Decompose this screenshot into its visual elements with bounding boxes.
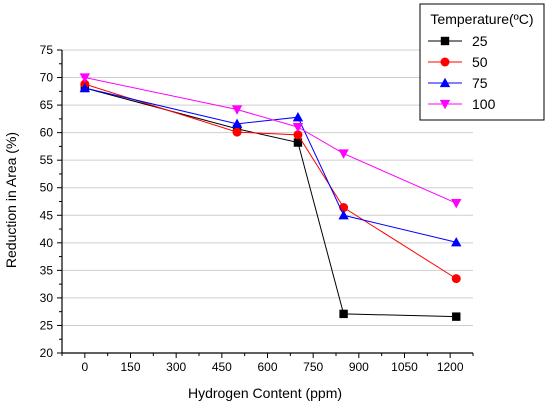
legend-marker [440, 36, 450, 46]
data-point [292, 122, 304, 133]
y-tick-label: 35 [40, 263, 54, 277]
data-point [451, 274, 461, 284]
x-tick-label: 1050 [391, 360, 418, 374]
series-line-50 [84, 83, 457, 280]
series-75 [79, 82, 462, 247]
y-tick-label: 60 [40, 126, 54, 140]
data-point [292, 112, 304, 122]
series-group [79, 73, 462, 321]
legend-item: 75 [428, 75, 488, 91]
y-tick-label: 75 [40, 43, 54, 57]
x-axis-label: Hydrogen Content (ppm) [188, 385, 342, 401]
data-point [293, 138, 303, 147]
legend: Temperature(ºC) 25 50 75 100 [419, 3, 545, 121]
data-point [452, 312, 461, 321]
series-50 [80, 79, 461, 284]
series-line-25 [84, 87, 457, 318]
data-point [79, 82, 91, 93]
data-point [339, 309, 348, 319]
axes [61, 50, 473, 354]
y-tick-label: 50 [40, 181, 54, 195]
x-tick-label: 0 [81, 360, 88, 374]
legend-item: 25 [428, 33, 488, 49]
y-tick-label: 30 [40, 291, 54, 305]
x-tick-label: 450 [212, 360, 232, 374]
data-point [451, 198, 462, 209]
data-point [451, 237, 462, 247]
legend-label: 50 [472, 54, 488, 70]
legend-marker [440, 57, 450, 67]
data-point [293, 130, 303, 140]
y-tick-label: 40 [40, 236, 54, 250]
x-tick-label: 600 [257, 360, 277, 374]
series-line-100 [84, 77, 457, 204]
series-line-75 [84, 87, 457, 243]
legend-item: 100 [428, 96, 496, 112]
x-tick-label: 750 [303, 360, 323, 374]
data-point [79, 73, 91, 83]
data-point [231, 118, 243, 128]
y-axis-label: Reduction in Area (%) [3, 132, 19, 268]
legend-item: 50 [428, 54, 488, 70]
legend-label: 75 [472, 75, 488, 91]
y-tick-label: 25 [40, 318, 54, 332]
legend-items: 25 50 75 100 [428, 33, 496, 112]
x-tick-label: 300 [166, 360, 186, 374]
y-tick-label: 55 [40, 153, 54, 167]
x-tick-label: 150 [120, 360, 140, 374]
data-point [232, 127, 242, 137]
legend-label: 100 [472, 96, 496, 112]
legend-marker [439, 77, 451, 88]
x-tick-label: 900 [349, 360, 369, 374]
data-point [338, 149, 349, 159]
y-tick-label: 65 [40, 98, 54, 112]
y-tick-label: 70 [40, 71, 54, 85]
grid-lines [62, 49, 473, 326]
legend-title: Temperature(ºC) [430, 11, 533, 27]
x-tick-label: 1200 [437, 360, 464, 374]
data-point [338, 210, 349, 220]
legend-label: 25 [472, 33, 488, 49]
y-tick-label: 45 [40, 208, 54, 222]
legend-marker [439, 99, 451, 110]
y-tick-label: 20 [40, 346, 54, 360]
data-point [231, 105, 243, 115]
series-100 [79, 73, 462, 209]
